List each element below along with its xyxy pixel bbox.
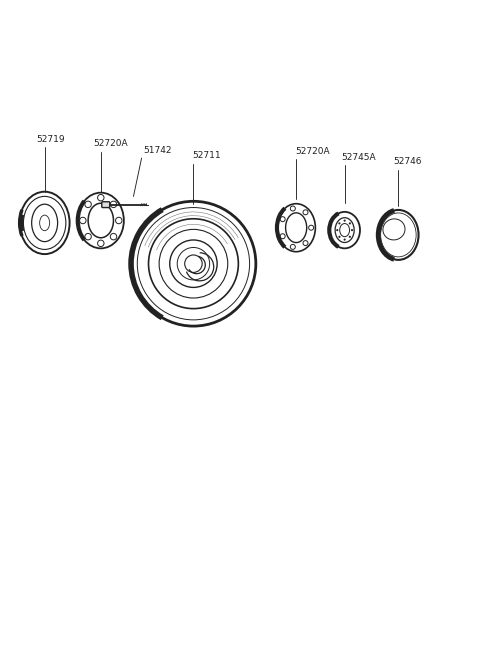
Circle shape <box>336 229 338 231</box>
Circle shape <box>344 219 346 221</box>
Text: 52746: 52746 <box>394 157 422 166</box>
Circle shape <box>338 236 340 238</box>
Circle shape <box>349 236 351 238</box>
Text: 51742: 51742 <box>143 146 171 155</box>
Text: 52719: 52719 <box>36 135 65 144</box>
FancyBboxPatch shape <box>102 202 110 208</box>
Text: 52720A: 52720A <box>94 139 128 148</box>
Circle shape <box>351 229 353 231</box>
Text: 52745A: 52745A <box>341 153 375 162</box>
Circle shape <box>344 238 346 240</box>
Text: 52711: 52711 <box>192 152 221 160</box>
Circle shape <box>349 222 351 225</box>
Circle shape <box>338 222 340 225</box>
Text: 52720A: 52720A <box>295 147 330 156</box>
